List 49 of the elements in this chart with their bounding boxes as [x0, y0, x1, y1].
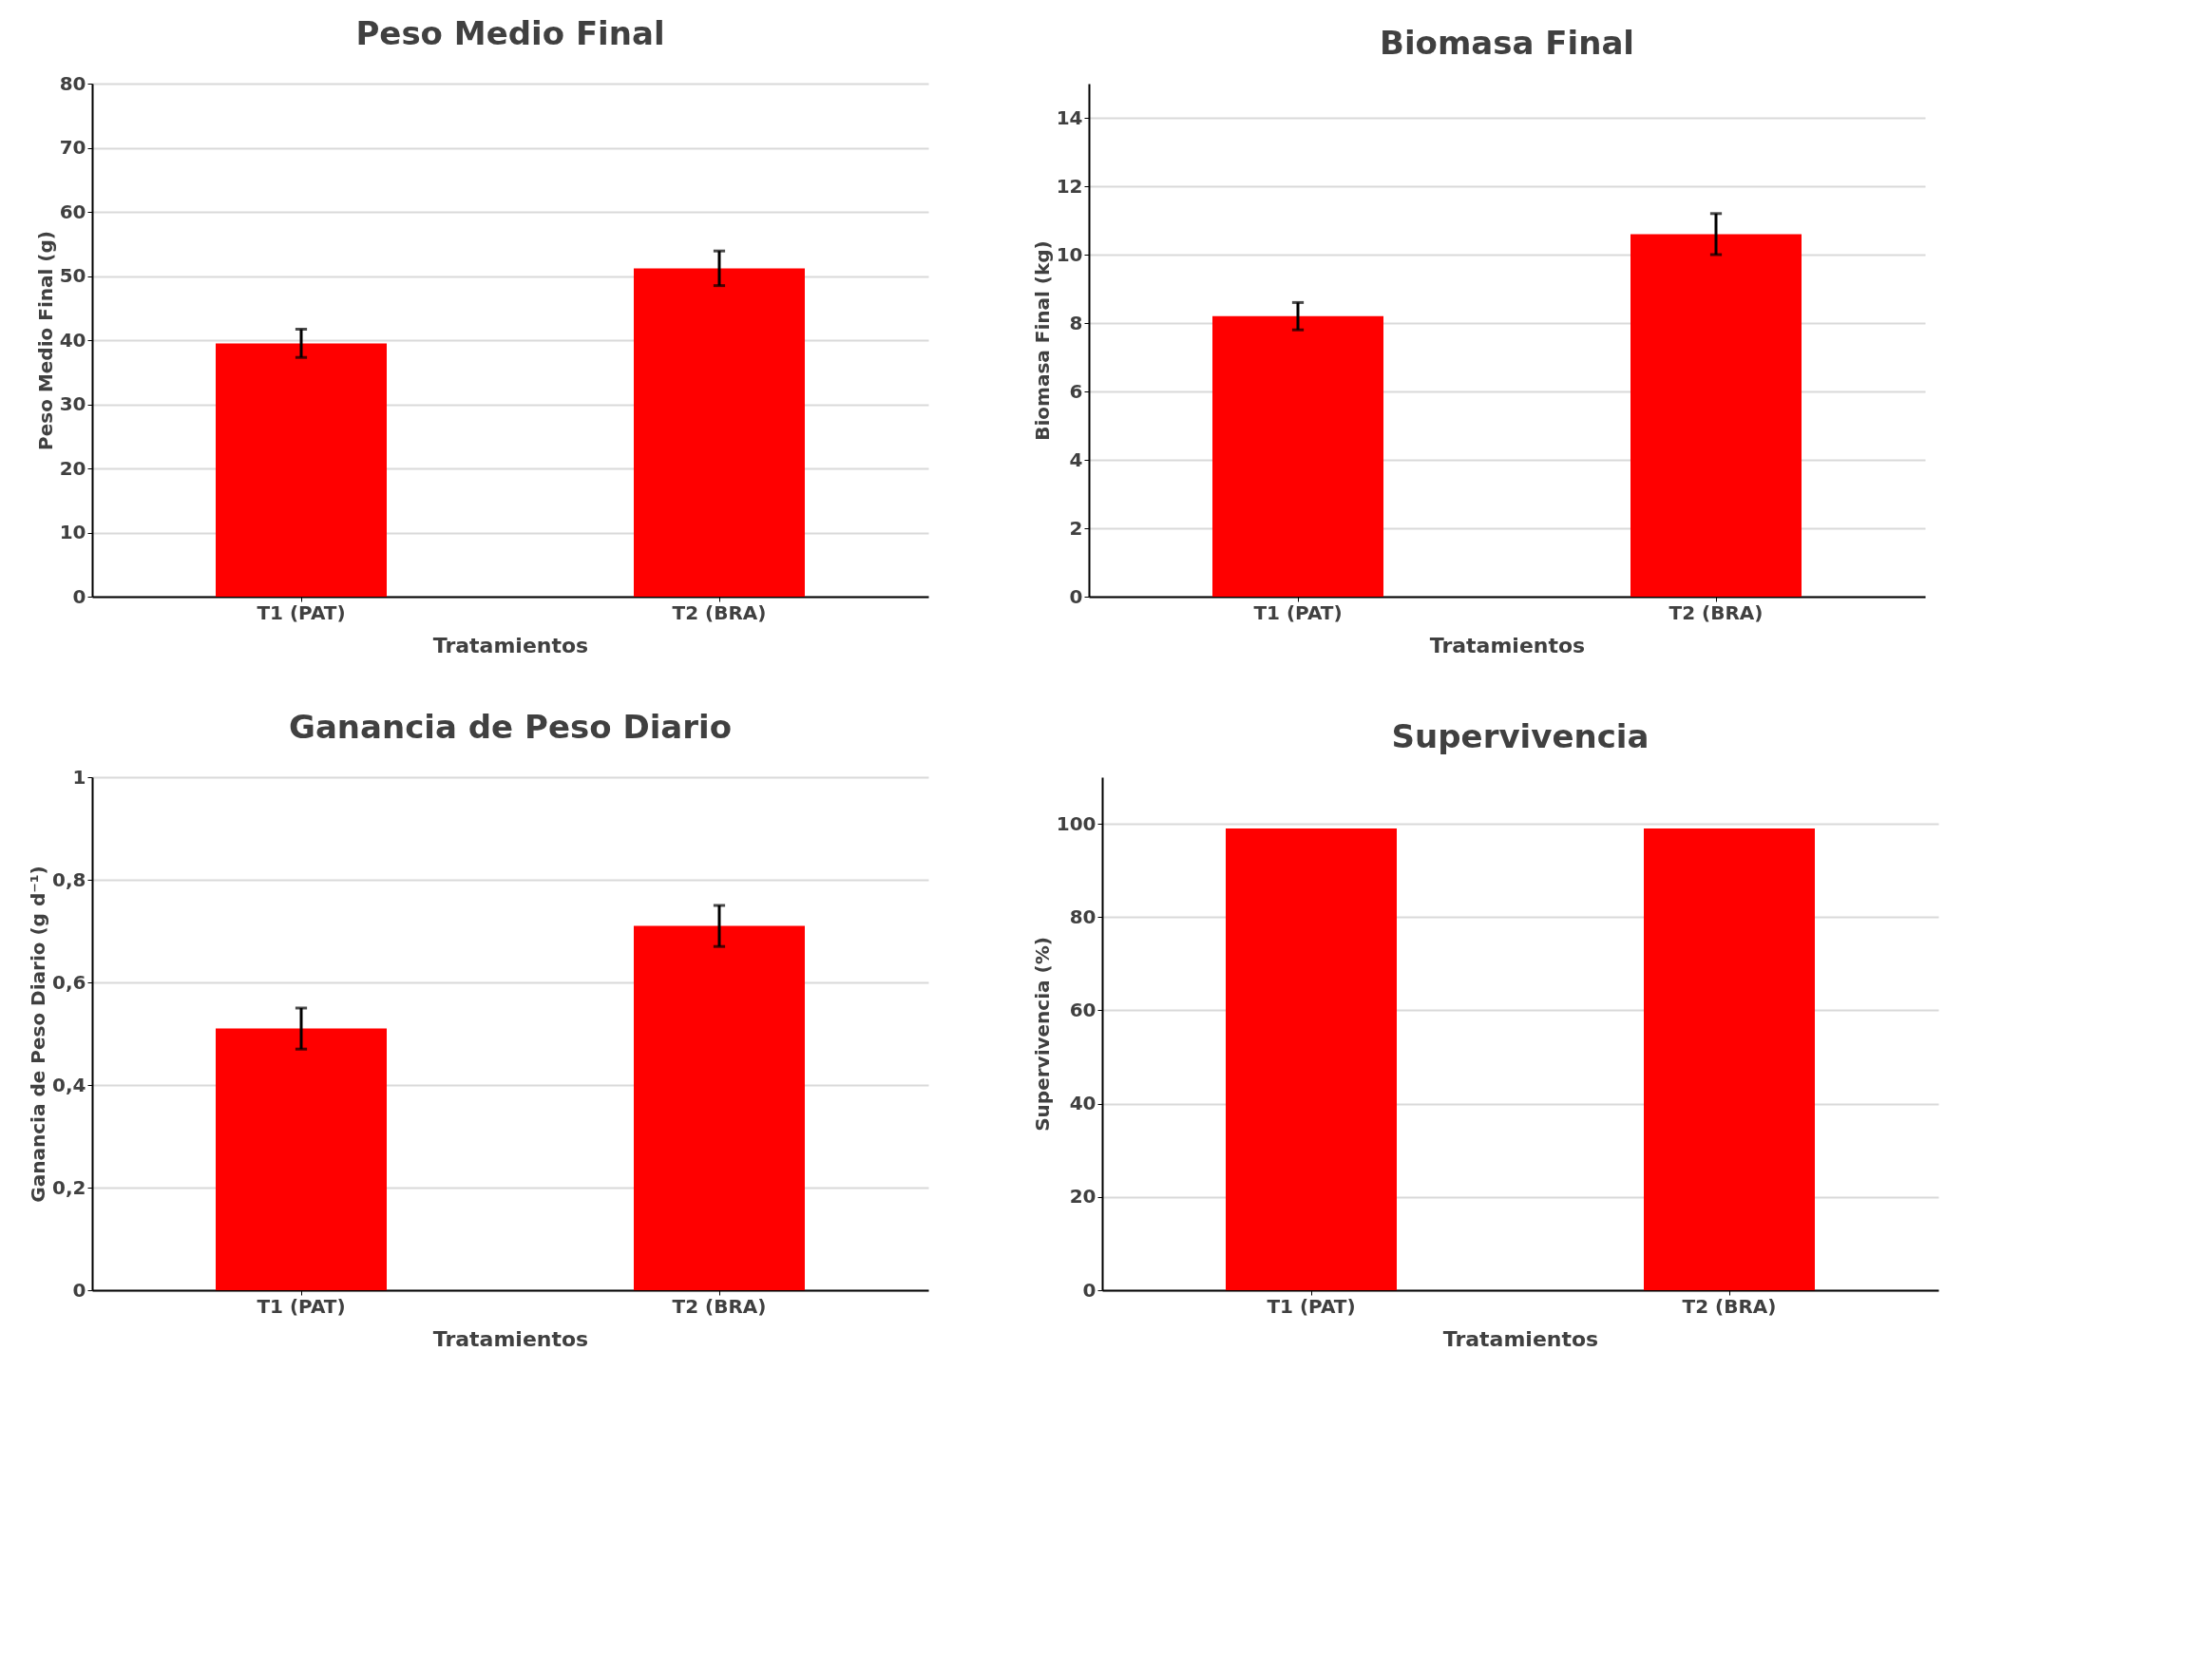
x-tick-label: T1 (PAT)	[1267, 1294, 1356, 1318]
x-tick-label: T2 (BRA)	[1669, 600, 1764, 624]
y-axis-title: Peso Medio Final (g)	[33, 231, 57, 450]
y-tick-label: 4	[1069, 447, 1083, 471]
chart-title: Biomasa Final	[1380, 24, 1634, 62]
y-tick-label: 0,6	[52, 970, 86, 994]
y-tick-label: 1	[72, 765, 86, 789]
y-tick-label: 40	[1069, 1092, 1096, 1115]
y-tick-label: 40	[59, 328, 86, 352]
y-tick-label: 0	[72, 1278, 86, 1302]
y-tick-label: 0,8	[52, 867, 86, 891]
y-tick-label: 8	[1069, 311, 1083, 334]
y-tick-label: 0	[1069, 584, 1083, 608]
x-tick-label: T1 (PAT)	[1253, 600, 1343, 624]
y-tick-label: 0	[72, 584, 86, 608]
y-tick-label: 0	[1082, 1278, 1096, 1302]
y-tick-label: 0,2	[52, 1175, 86, 1199]
y-tick-label: 80	[1069, 904, 1096, 928]
y-tick-label: 60	[1069, 998, 1096, 1021]
y-tick-label: 10	[1056, 242, 1083, 266]
x-axis-title: Tratamientos	[432, 633, 589, 657]
chart-title: Supervivencia	[1391, 717, 1649, 755]
x-axis-title: Tratamientos	[1442, 1326, 1599, 1351]
y-tick-label: 12	[1056, 174, 1083, 198]
y-tick-label: 10	[59, 521, 86, 543]
y-tick-label: 2	[1069, 516, 1083, 540]
y-tick-label: 20	[59, 456, 86, 480]
y-tick-label: 70	[59, 136, 86, 159]
chart-title: Peso Medio Final	[355, 14, 665, 52]
x-tick-label: T2 (BRA)	[672, 1294, 767, 1318]
chart-title: Ganancia de Peso Diario	[288, 708, 733, 746]
y-tick-label: 20	[1069, 1185, 1096, 1209]
y-axis-title: Ganancia de Peso Diario (g d⁻¹)	[27, 866, 50, 1203]
x-tick-label: T1 (PAT)	[257, 600, 346, 624]
y-tick-label: 6	[1069, 379, 1083, 403]
x-tick-label: T2 (BRA)	[672, 600, 767, 624]
y-tick-label: 14	[1056, 105, 1083, 129]
x-tick-label: T2 (BRA)	[1682, 1294, 1777, 1318]
y-tick-label: 100	[1056, 811, 1096, 835]
x-axis-title: Tratamientos	[432, 1326, 589, 1351]
x-tick-label: T1 (PAT)	[257, 1294, 346, 1318]
y-tick-label: 80	[59, 71, 86, 95]
y-tick-label: 30	[59, 392, 86, 415]
y-tick-label: 50	[59, 264, 86, 287]
y-axis-title: Biomasa Final (kg)	[1030, 240, 1054, 441]
y-axis-title: Supervivencia (%)	[1030, 937, 1054, 1132]
x-axis-title: Tratamientos	[1429, 633, 1586, 657]
y-tick-label: 0,4	[52, 1073, 86, 1096]
y-tick-label: 60	[59, 200, 86, 223]
